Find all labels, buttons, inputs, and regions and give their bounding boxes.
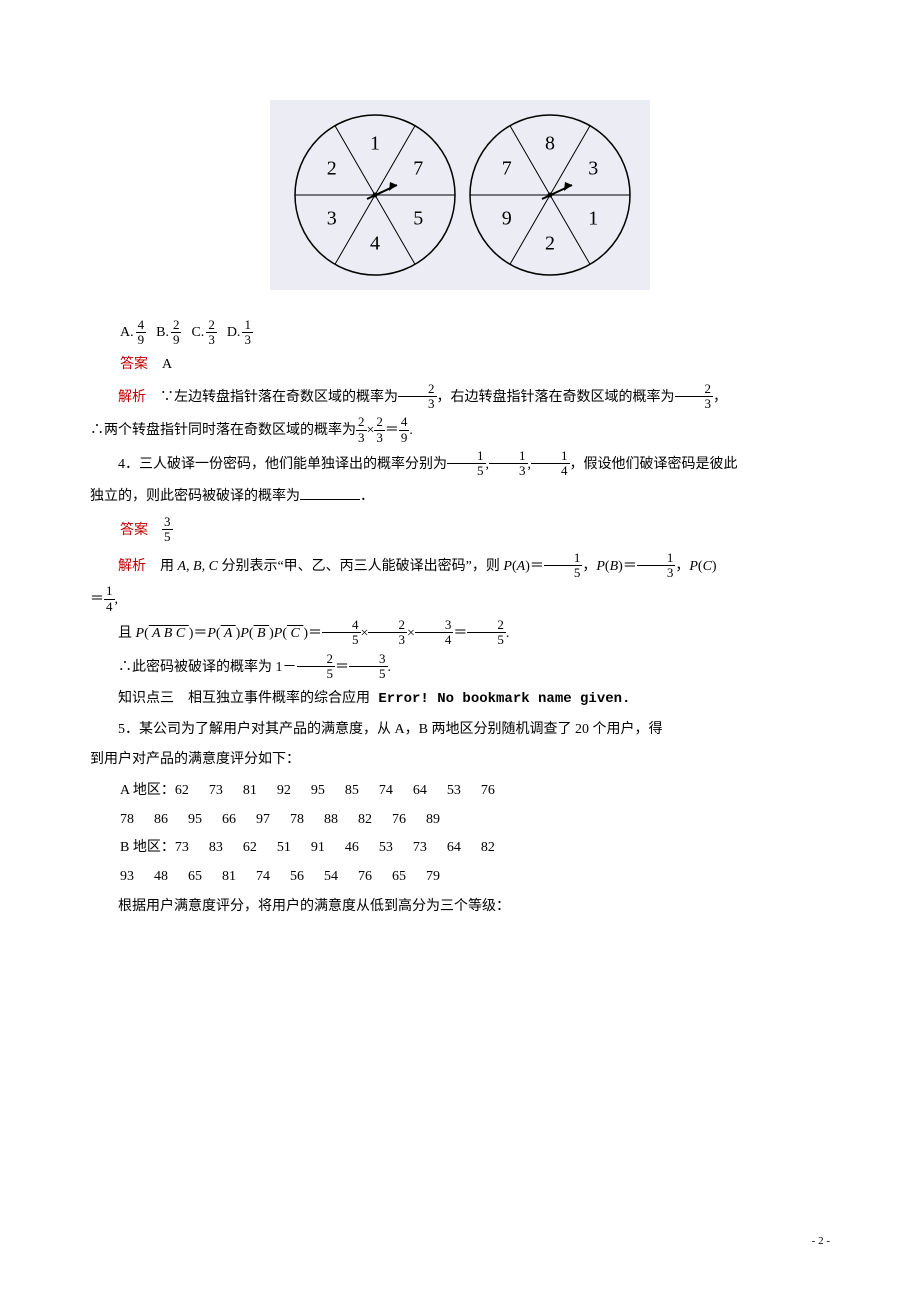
svg-text:7: 7 (413, 158, 423, 180)
svg-text:2: 2 (327, 158, 337, 180)
data-a-row1: A 地区：62738192958574645376 (120, 778, 830, 805)
svg-text:3: 3 (588, 158, 598, 180)
svg-text:9: 9 (502, 208, 512, 230)
q5-text-2: 到用户对产品的满意度评分如下： (90, 747, 830, 774)
svg-text:8: 8 (545, 133, 555, 155)
svg-text:3: 3 (327, 208, 337, 230)
q4-text: 4．三人破译一份密码，他们能单独译出的概率分别为15,13,14，假设他们破译密… (90, 450, 830, 480)
q5-text-1: 5．某公司为了解用户对其产品的满意度，从 A，B 两地区分别随机调查了 20 个… (90, 717, 830, 744)
svg-text:2: 2 (545, 233, 555, 255)
svg-text:5: 5 (413, 208, 423, 230)
option-c: C.23 (191, 319, 216, 349)
data-b-row1: B 地区：73836251914653736482 (120, 835, 830, 862)
page-number: - 2 - (812, 1231, 830, 1252)
option-b: B.29 (156, 319, 181, 349)
q4-analysis-2: 且 P( A B C )＝P( A )P( B )P( C )＝45×23×34… (90, 619, 830, 649)
data-a-row2: 78869566977888827689 (120, 807, 830, 834)
knowledge-point-3: 知识点三 相互独立事件概率的综合应用 Error! No bookmark na… (90, 686, 830, 713)
svg-text:1: 1 (370, 133, 380, 155)
svg-text:1: 1 (588, 208, 598, 230)
q4-text2: 独立的，则此密码被破译的概率为． (90, 484, 830, 511)
spinner-diagram: 1 7 5 4 3 2 8 3 1 (90, 100, 830, 301)
option-a: A.49 (120, 319, 146, 349)
svg-text:4: 4 (370, 233, 380, 255)
option-d: D.13 (227, 319, 253, 349)
q5-text-3: 根据用户满意度评分，将用户的满意度从低到高分为三个等级： (90, 894, 830, 921)
data-b-row2: 93486581745654766579 (120, 864, 830, 891)
q4-analysis-3: ∴此密码被破译的概率为 1－25＝35. (90, 653, 830, 683)
svg-text:7: 7 (502, 158, 512, 180)
q3-analysis-line1: 解析 ∵左边转盘指针落在奇数区域的概率为23，右边转盘指针落在奇数区域的概率为2… (90, 383, 830, 413)
q4-analysis-1b: ＝14, (90, 585, 830, 615)
q4-answer: 答案 35 (120, 516, 830, 546)
q3-analysis-line2: ∴两个转盘指针同时落在奇数区域的概率为23×23＝49. (90, 416, 830, 446)
q3-options: A.49 B.29 C.23 D.13 (120, 319, 830, 349)
q3-answer: 答案 A (120, 352, 830, 379)
q4-analysis-1: 解析 用 A, B, C 分别表示“甲、乙、丙三人能破译出密码”，则 P(A)＝… (90, 552, 830, 582)
